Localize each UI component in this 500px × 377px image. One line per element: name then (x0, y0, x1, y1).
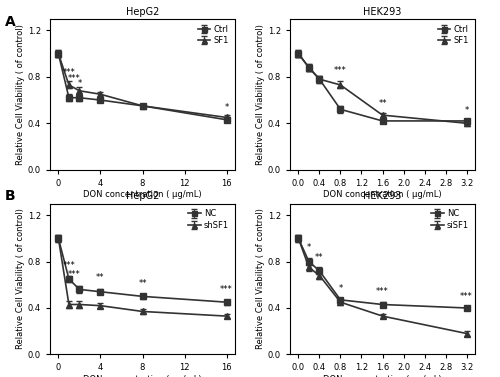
X-axis label: DON concentration ( μg/mL): DON concentration ( μg/mL) (323, 375, 442, 377)
Text: B: B (5, 188, 15, 202)
Text: *: * (464, 106, 468, 115)
Title: HEK293: HEK293 (364, 7, 402, 17)
Text: **: ** (378, 99, 387, 108)
X-axis label: DON concentration ( μg/mL): DON concentration ( μg/mL) (323, 190, 442, 199)
X-axis label: DON concentration ( μg/mL): DON concentration ( μg/mL) (83, 375, 202, 377)
Title: HepG2: HepG2 (126, 192, 159, 201)
Text: A: A (5, 15, 16, 29)
X-axis label: DON concentration ( μg/mL): DON concentration ( μg/mL) (83, 190, 202, 199)
Text: **: ** (315, 253, 324, 262)
Text: ***: *** (460, 292, 473, 301)
Text: *: * (78, 80, 82, 89)
Y-axis label: Relative Cell Viability ( of control): Relative Cell Viability ( of control) (256, 24, 265, 165)
Title: HEK293: HEK293 (364, 192, 402, 201)
Text: ***: *** (334, 66, 347, 75)
Text: ***: *** (62, 68, 76, 77)
Text: *: * (307, 243, 311, 252)
Title: HepG2: HepG2 (126, 7, 159, 17)
Legend: Ctrl, SF1: Ctrl, SF1 (436, 23, 471, 47)
Legend: NC, shSF1: NC, shSF1 (186, 208, 231, 231)
Text: ***: *** (220, 285, 233, 294)
Text: ***: *** (68, 270, 80, 279)
Text: *: * (338, 284, 342, 293)
Y-axis label: Relative Cell Viability ( of control): Relative Cell Viability ( of control) (16, 24, 25, 165)
Text: **: ** (138, 279, 147, 288)
Text: ***: *** (68, 74, 80, 83)
Text: ***: *** (62, 261, 76, 270)
Text: **: ** (96, 273, 104, 282)
Text: ***: *** (376, 287, 389, 296)
Legend: NC, siSF1: NC, siSF1 (430, 208, 471, 231)
Text: *: * (224, 103, 228, 112)
Y-axis label: Relative Cell Viability ( of control): Relative Cell Viability ( of control) (256, 208, 265, 349)
Y-axis label: Relative Cell Viability ( of control): Relative Cell Viability ( of control) (16, 208, 25, 349)
Legend: Ctrl, SF1: Ctrl, SF1 (196, 23, 231, 47)
